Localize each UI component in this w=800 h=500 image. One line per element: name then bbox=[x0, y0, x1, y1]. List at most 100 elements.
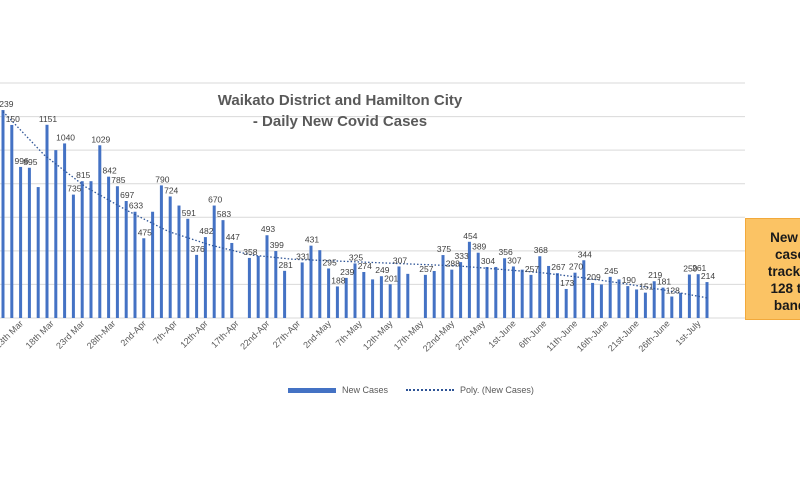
bar bbox=[635, 289, 639, 318]
bar bbox=[564, 288, 568, 318]
data-label: 333 bbox=[455, 251, 469, 261]
x-tick-label: 18th Mar bbox=[24, 318, 56, 350]
x-tick-label: 28th-Mar bbox=[85, 318, 118, 351]
legend: New Cases Poly. (New Cases) bbox=[288, 383, 552, 397]
bar bbox=[467, 241, 471, 318]
bar bbox=[485, 266, 489, 318]
bar bbox=[89, 181, 93, 318]
data-label: 304 bbox=[481, 256, 495, 266]
bar bbox=[151, 211, 155, 318]
chart-title-line-2: - Daily New Covid Cases bbox=[252, 113, 428, 130]
bar bbox=[617, 279, 621, 318]
bar bbox=[274, 251, 278, 318]
x-tick-label: 11th-June bbox=[545, 318, 580, 353]
bar bbox=[124, 201, 128, 318]
bar bbox=[362, 272, 366, 318]
data-label: 785 bbox=[111, 175, 125, 185]
data-label: 724 bbox=[164, 185, 178, 195]
data-label: 151 bbox=[639, 282, 653, 292]
data-label: 358 bbox=[243, 247, 257, 257]
bar bbox=[696, 274, 700, 318]
bar bbox=[80, 181, 84, 318]
data-label: 128 bbox=[666, 286, 680, 296]
data-label: 344 bbox=[578, 249, 592, 259]
bar bbox=[406, 273, 410, 318]
data-label: 209 bbox=[587, 272, 601, 282]
x-tick-label: 26th-June bbox=[636, 318, 671, 353]
data-label: 307 bbox=[393, 255, 407, 265]
bar bbox=[652, 281, 656, 318]
bar bbox=[256, 255, 260, 318]
x-tick-label: 23rd Mar bbox=[54, 318, 87, 351]
data-label: 447 bbox=[226, 232, 240, 242]
x-tick-label: 2nd-May bbox=[301, 318, 333, 350]
trendline-series bbox=[2, 111, 708, 299]
data-label: 214 bbox=[701, 271, 715, 281]
callout-line-1: New d bbox=[770, 230, 800, 245]
bar bbox=[379, 276, 383, 318]
bar bbox=[555, 273, 559, 318]
data-label: 150 bbox=[6, 114, 20, 124]
gridlines bbox=[0, 82, 745, 319]
data-label: 790 bbox=[155, 174, 169, 184]
callout-line-4: 128 to bbox=[770, 281, 800, 296]
data-label: 261 bbox=[692, 263, 706, 273]
bar bbox=[397, 266, 401, 318]
bar bbox=[186, 218, 190, 318]
bar bbox=[63, 143, 67, 318]
legend-label-new-cases: New Cases bbox=[342, 385, 389, 395]
x-tick-label: 6th-June bbox=[517, 318, 549, 350]
legend-item-new-cases: New Cases bbox=[288, 385, 388, 395]
x-tick-label: 16th-June bbox=[575, 318, 610, 353]
bar bbox=[283, 270, 287, 318]
data-label: 257 bbox=[525, 264, 539, 274]
chart-title-line-1: Waikato District and Hamilton City bbox=[217, 92, 463, 109]
data-label: 493 bbox=[261, 224, 275, 234]
bar bbox=[494, 266, 498, 318]
bar bbox=[459, 262, 463, 318]
bar bbox=[511, 266, 515, 318]
data-label: 842 bbox=[103, 166, 117, 176]
data-label: 591 bbox=[182, 208, 196, 218]
bar bbox=[54, 150, 58, 318]
bar bbox=[705, 282, 709, 318]
bar bbox=[441, 255, 445, 318]
bar bbox=[133, 211, 137, 318]
data-label: 188 bbox=[331, 275, 345, 285]
bar bbox=[538, 256, 542, 318]
x-tick-label: 22nd-Apr bbox=[238, 318, 271, 351]
data-label: 356 bbox=[499, 247, 513, 257]
data-label: 295 bbox=[323, 257, 337, 267]
bar bbox=[71, 194, 75, 318]
bar bbox=[221, 220, 225, 318]
bar bbox=[168, 196, 172, 318]
data-label: 239 bbox=[340, 267, 354, 277]
bar bbox=[476, 252, 480, 318]
legend-item-trendline: Poly. (New Cases) bbox=[406, 385, 534, 395]
data-label: 190 bbox=[622, 275, 636, 285]
data-label: 173 bbox=[560, 278, 574, 288]
x-tick-label: 7th-May bbox=[334, 318, 364, 348]
trendline bbox=[2, 111, 708, 299]
bar bbox=[327, 268, 331, 318]
callout-line-5: band bbox=[773, 298, 800, 313]
x-tick-label: 17th-Apr bbox=[209, 318, 240, 349]
data-label: 270 bbox=[569, 262, 583, 272]
bar bbox=[27, 167, 31, 318]
data-label: 670 bbox=[208, 195, 222, 205]
x-tick-label: 27th-Apr bbox=[271, 318, 302, 349]
bar bbox=[503, 258, 507, 318]
data-label: 219 bbox=[648, 270, 662, 280]
bar bbox=[230, 242, 234, 318]
data-label: 389 bbox=[472, 242, 486, 252]
bar bbox=[626, 286, 630, 318]
data-label: 368 bbox=[534, 245, 548, 255]
bar bbox=[335, 286, 339, 318]
data-label: 454 bbox=[463, 231, 477, 241]
data-label: 475 bbox=[138, 227, 152, 237]
data-label: 267 bbox=[551, 262, 565, 272]
x-tick-label: 2nd-Apr bbox=[118, 318, 148, 348]
bar bbox=[107, 176, 111, 318]
bar bbox=[344, 277, 348, 318]
data-label: 735 bbox=[67, 184, 81, 194]
